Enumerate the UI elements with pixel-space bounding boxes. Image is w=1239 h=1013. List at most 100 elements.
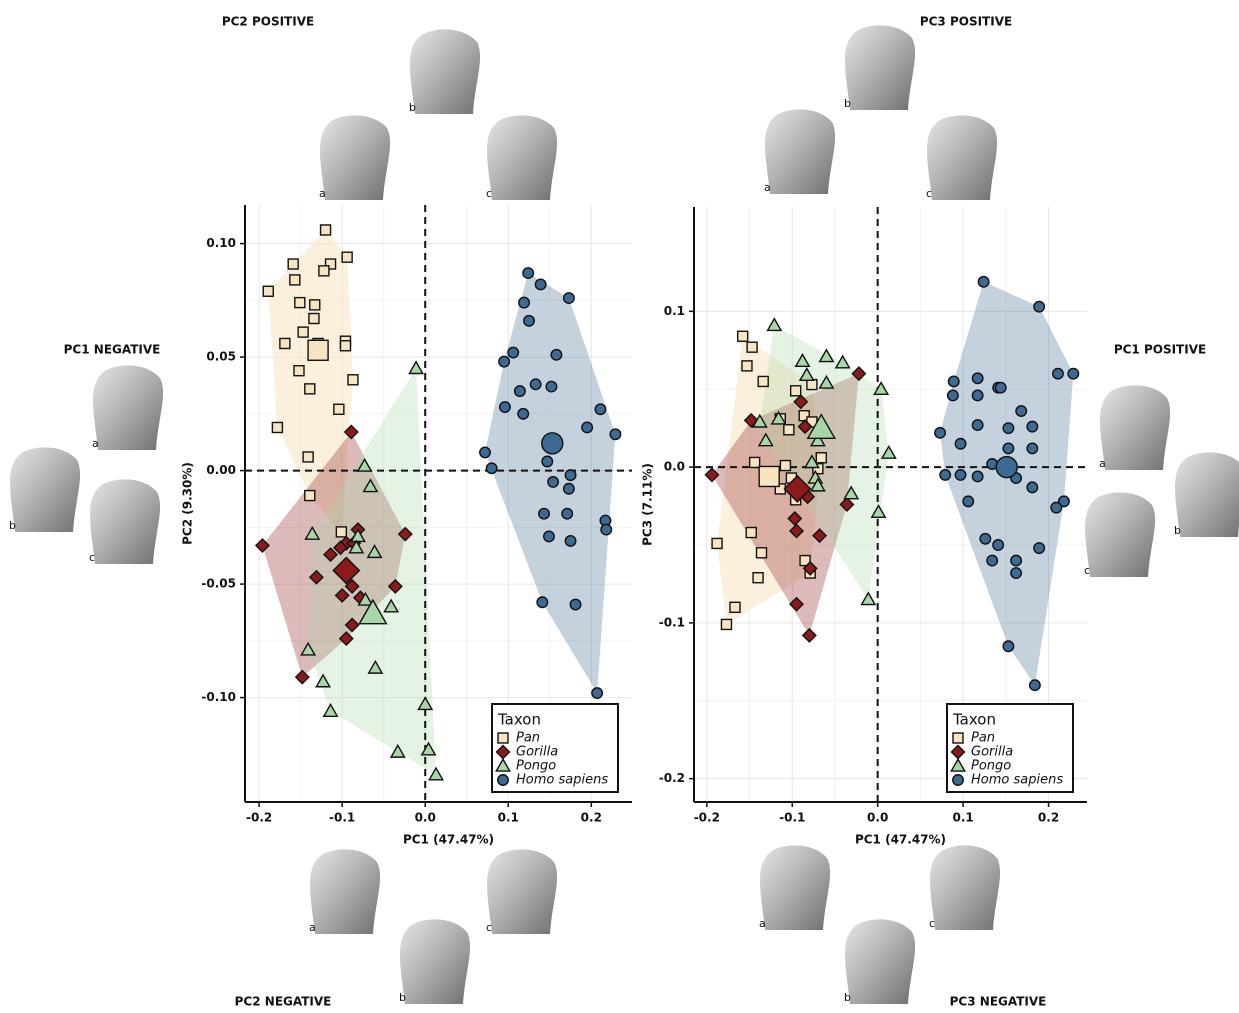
legend-label: Gorilla [971, 745, 1013, 760]
legend-label: Pan [516, 731, 540, 746]
point [972, 373, 983, 384]
point [1027, 421, 1038, 432]
figure: -0.2-0.10.00.10.20.100.050.00-0.05-0.10P… [0, 0, 1239, 1013]
point [993, 540, 1004, 551]
point [948, 390, 959, 401]
x-axis-label: PC1 (47.47%) [855, 833, 946, 847]
y-tick-label: 0.05 [206, 350, 236, 364]
legend-label: Gorilla [516, 745, 558, 760]
point [978, 277, 989, 288]
point [539, 508, 550, 519]
x-tick-label: -0.1 [329, 811, 355, 825]
point [955, 470, 966, 481]
x-tick-label: -0.2 [694, 811, 720, 825]
view-label: a [759, 917, 766, 930]
legend-title: Taxon [497, 711, 541, 729]
point [348, 375, 358, 385]
x-tick-label: -0.1 [779, 811, 805, 825]
point [582, 422, 593, 433]
point [784, 425, 794, 435]
point [409, 362, 423, 374]
point [730, 602, 740, 612]
y-tick-label: -0.1 [659, 615, 685, 629]
point [334, 404, 344, 414]
point [948, 376, 959, 387]
point [336, 527, 346, 537]
point [995, 382, 1006, 393]
bone-render [10, 447, 80, 532]
view-label: a [309, 921, 316, 934]
point [1003, 423, 1014, 434]
point [935, 428, 946, 439]
point [544, 531, 555, 542]
point [298, 327, 308, 337]
view-label: a [1099, 457, 1106, 470]
legend-label: Pongo [516, 759, 556, 774]
y-tick-label: -0.10 [201, 690, 236, 704]
legend-marker [498, 775, 509, 786]
point [518, 409, 529, 420]
bone-render [410, 29, 480, 114]
point [592, 688, 603, 699]
point [610, 429, 621, 440]
point [295, 298, 305, 308]
bone-render [927, 115, 997, 200]
legend-marker [953, 775, 964, 786]
bone-render [320, 115, 390, 200]
group-mean [759, 466, 779, 486]
view-label: c [929, 917, 935, 930]
view-label: c [926, 187, 932, 200]
point [500, 402, 511, 413]
point [524, 316, 535, 327]
point [753, 573, 763, 583]
point [803, 629, 816, 642]
point [499, 356, 510, 367]
point [712, 538, 722, 548]
point [523, 268, 534, 279]
group-mean [996, 457, 1017, 478]
bone-render [845, 25, 915, 110]
point [746, 528, 756, 538]
point [601, 524, 612, 535]
y-axis-label: PC3 (7.11%) [641, 463, 655, 546]
point [310, 300, 320, 310]
bone-render [310, 849, 380, 934]
point [305, 491, 315, 501]
point [987, 555, 998, 566]
point [342, 252, 352, 262]
legend-marker [953, 733, 963, 743]
point [862, 593, 876, 605]
point [537, 597, 548, 608]
point [570, 599, 581, 610]
x-tick-label: 0.0 [415, 811, 436, 825]
point [750, 457, 760, 467]
point [321, 225, 331, 235]
legend-marker [498, 733, 508, 743]
point [1003, 641, 1014, 652]
y-tick-label: 0.00 [206, 463, 236, 477]
point [305, 384, 315, 394]
bone-render [765, 109, 835, 194]
view-label: c [1084, 564, 1090, 577]
x-axis-label: PC1 (47.47%) [403, 833, 494, 847]
bone-render [1100, 385, 1170, 470]
point [515, 386, 526, 397]
point [791, 386, 801, 396]
bone-render [845, 919, 915, 1004]
x-tick-label: 0.0 [867, 811, 888, 825]
legend-label: Homo sapiens [516, 773, 608, 788]
x-tick-label: 0.2 [1038, 811, 1059, 825]
point [1027, 443, 1038, 454]
view-label: c [486, 187, 492, 200]
point [980, 534, 991, 545]
view-label: b [844, 991, 851, 1004]
view-title: PC1 POSITIVE [1114, 343, 1206, 357]
point [955, 439, 966, 450]
point [340, 341, 350, 351]
point [816, 453, 826, 463]
point [1027, 482, 1038, 493]
view-title: PC3 POSITIVE [920, 15, 1012, 29]
bone-render [487, 115, 557, 200]
point [807, 380, 817, 390]
point [303, 452, 313, 462]
